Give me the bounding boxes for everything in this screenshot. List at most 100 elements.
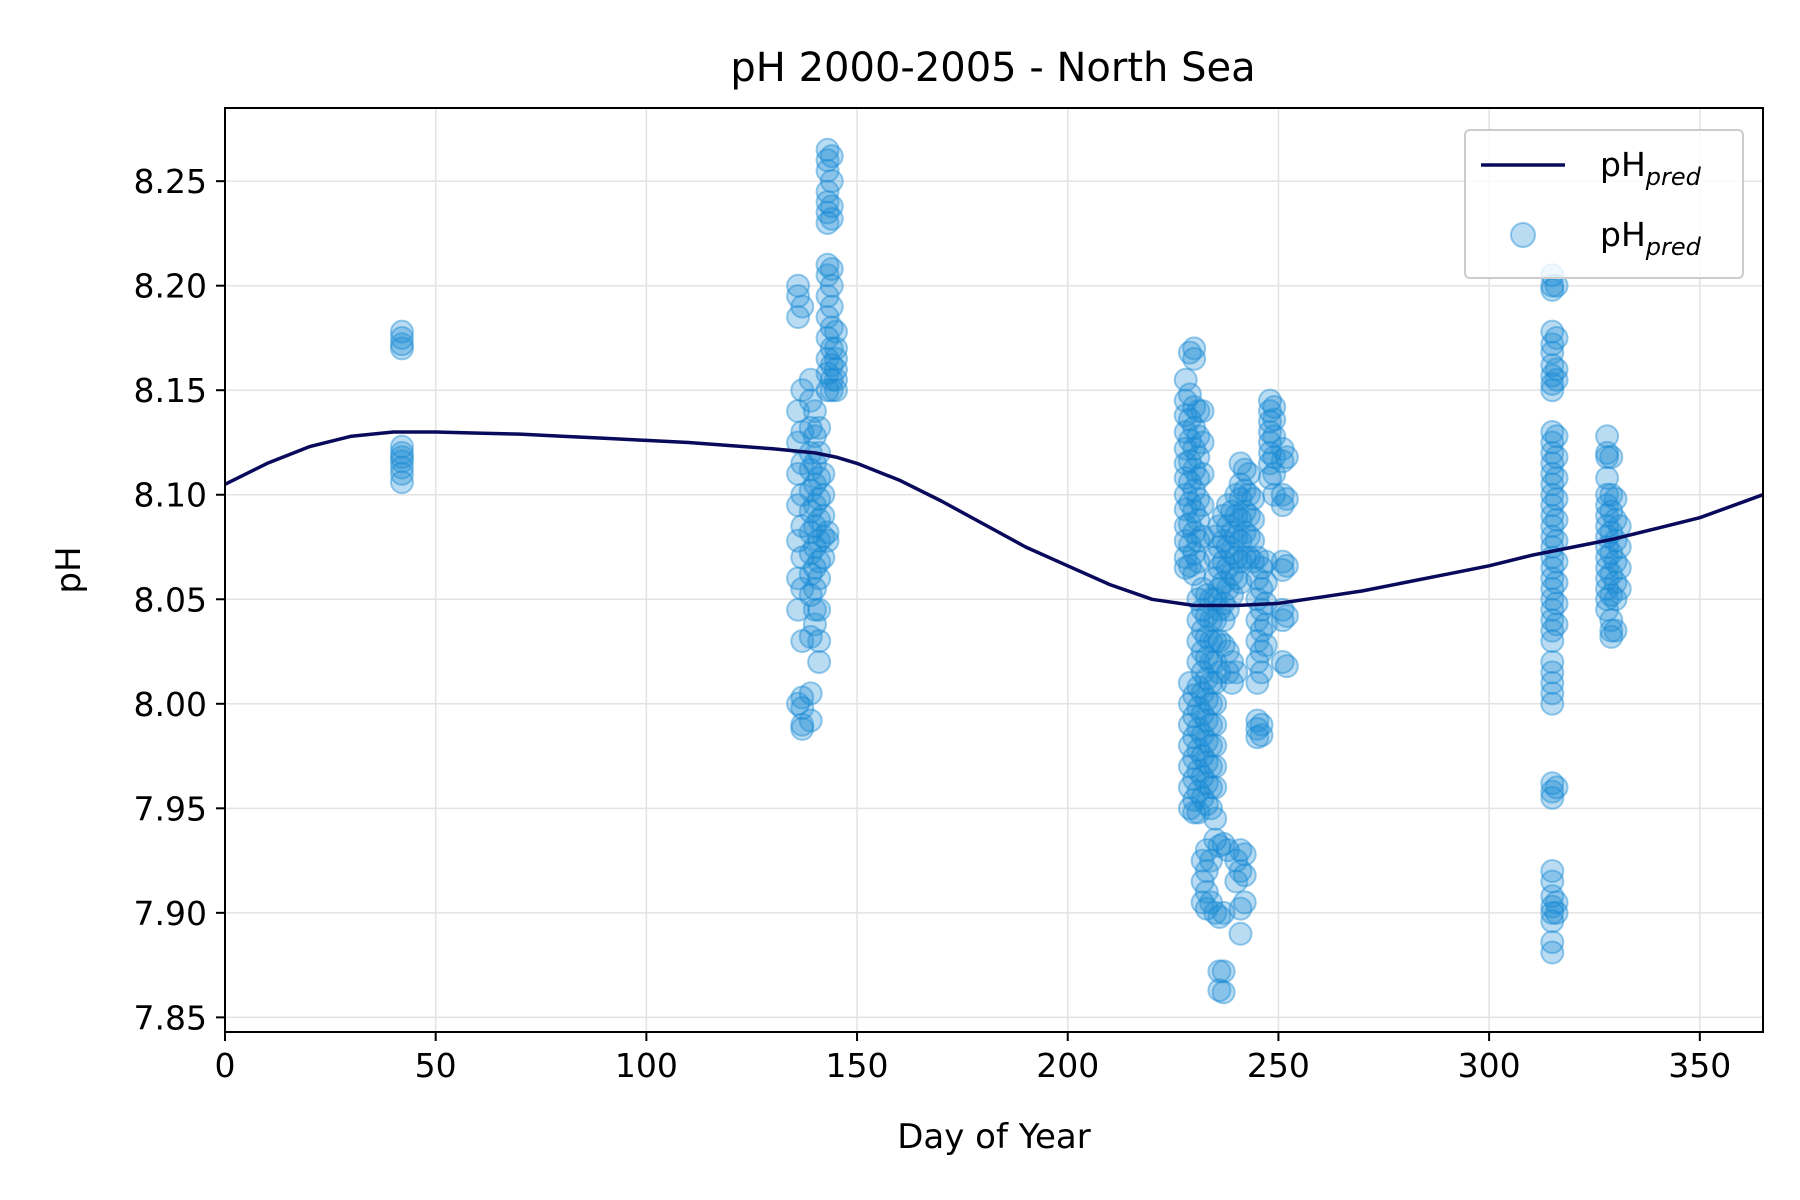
data-point bbox=[1211, 608, 1236, 633]
data-point bbox=[807, 649, 832, 674]
data-point bbox=[819, 315, 844, 340]
data-point bbox=[1540, 440, 1565, 465]
data-point bbox=[815, 528, 840, 553]
data-point bbox=[1211, 980, 1236, 1005]
data-point bbox=[1270, 436, 1295, 461]
x-tick-label: 350 bbox=[1668, 1046, 1731, 1085]
legend-box bbox=[1464, 129, 1744, 279]
data-point bbox=[790, 716, 815, 741]
data-point bbox=[790, 545, 815, 570]
data-point bbox=[1182, 457, 1207, 482]
data-point bbox=[1599, 618, 1624, 643]
x-tick-label: 0 bbox=[215, 1046, 236, 1085]
data-point bbox=[1540, 691, 1565, 716]
data-point bbox=[1173, 388, 1198, 413]
data-point bbox=[1211, 959, 1236, 984]
data-point bbox=[1603, 570, 1628, 595]
data-point bbox=[1173, 466, 1198, 491]
data-point bbox=[815, 190, 840, 215]
data-point bbox=[1595, 555, 1620, 580]
data-point bbox=[786, 528, 811, 553]
data-point bbox=[1186, 445, 1211, 470]
data-point bbox=[1194, 838, 1219, 863]
data-point bbox=[1199, 890, 1224, 915]
data-point bbox=[1207, 555, 1232, 580]
data-point bbox=[815, 520, 840, 545]
data-point bbox=[1220, 541, 1245, 566]
data-point bbox=[1199, 712, 1224, 737]
data-point bbox=[1211, 503, 1236, 528]
data-point bbox=[1540, 660, 1565, 685]
data-point bbox=[819, 194, 844, 219]
data-point bbox=[1182, 683, 1207, 708]
data-point bbox=[790, 695, 815, 720]
data-point bbox=[1603, 486, 1628, 511]
data-point bbox=[1173, 514, 1198, 539]
data-point bbox=[1182, 562, 1207, 587]
data-point bbox=[1540, 524, 1565, 549]
data-point bbox=[1228, 859, 1253, 884]
data-point bbox=[1599, 624, 1624, 649]
data-point bbox=[802, 514, 827, 539]
data-point bbox=[1540, 681, 1565, 706]
data-point bbox=[790, 294, 815, 319]
prediction-line bbox=[224, 430, 1764, 608]
data-point bbox=[1228, 549, 1253, 574]
data-point bbox=[819, 144, 844, 169]
data-point bbox=[1182, 541, 1207, 566]
data-point bbox=[815, 325, 840, 350]
data-point bbox=[819, 378, 844, 403]
prediction-line-layer bbox=[224, 430, 1764, 608]
data-point bbox=[1262, 482, 1287, 507]
data-point bbox=[815, 148, 840, 173]
data-point bbox=[1232, 520, 1257, 545]
data-point bbox=[1203, 712, 1228, 737]
data-point bbox=[1207, 514, 1232, 539]
data-point bbox=[1540, 493, 1565, 518]
data-point bbox=[802, 535, 827, 560]
data-point bbox=[1270, 493, 1295, 518]
data-point bbox=[1249, 639, 1274, 664]
data-point bbox=[1211, 549, 1236, 574]
data-point bbox=[1540, 472, 1565, 497]
data-point bbox=[1177, 553, 1202, 578]
data-point bbox=[1190, 785, 1215, 810]
data-point bbox=[1215, 838, 1240, 863]
data-point bbox=[819, 273, 844, 298]
data-point bbox=[815, 158, 840, 183]
data-point bbox=[786, 399, 811, 424]
data-point bbox=[1190, 764, 1215, 789]
data-point bbox=[1190, 430, 1215, 455]
data-point bbox=[1211, 570, 1236, 595]
data-point bbox=[807, 528, 832, 553]
data-point bbox=[1544, 507, 1569, 532]
data-point bbox=[811, 545, 836, 570]
data-point bbox=[1207, 833, 1232, 858]
data-point bbox=[798, 478, 823, 503]
data-point bbox=[389, 325, 414, 350]
data-point bbox=[1228, 451, 1253, 476]
y-tick-label: 8.10 bbox=[134, 476, 207, 515]
legend-label: pHpred bbox=[1600, 215, 1702, 261]
data-point bbox=[1544, 775, 1569, 800]
data-point bbox=[798, 367, 823, 392]
data-point bbox=[1186, 737, 1211, 762]
data-point bbox=[1190, 681, 1215, 706]
data-point bbox=[823, 319, 848, 344]
data-point bbox=[811, 482, 836, 507]
data-point bbox=[1270, 558, 1295, 582]
data-point bbox=[1599, 583, 1624, 608]
data-point bbox=[1224, 869, 1249, 894]
data-point bbox=[790, 712, 815, 737]
data-point bbox=[1249, 660, 1274, 685]
data-point bbox=[1540, 514, 1565, 539]
data-point bbox=[1544, 890, 1569, 915]
data-point bbox=[1173, 403, 1198, 428]
data-point bbox=[802, 555, 827, 580]
data-point bbox=[1224, 545, 1249, 570]
data-point bbox=[1228, 507, 1253, 532]
data-point bbox=[1207, 535, 1232, 560]
data-point bbox=[1599, 445, 1624, 470]
data-point bbox=[1228, 838, 1253, 863]
data-point bbox=[1224, 482, 1249, 507]
